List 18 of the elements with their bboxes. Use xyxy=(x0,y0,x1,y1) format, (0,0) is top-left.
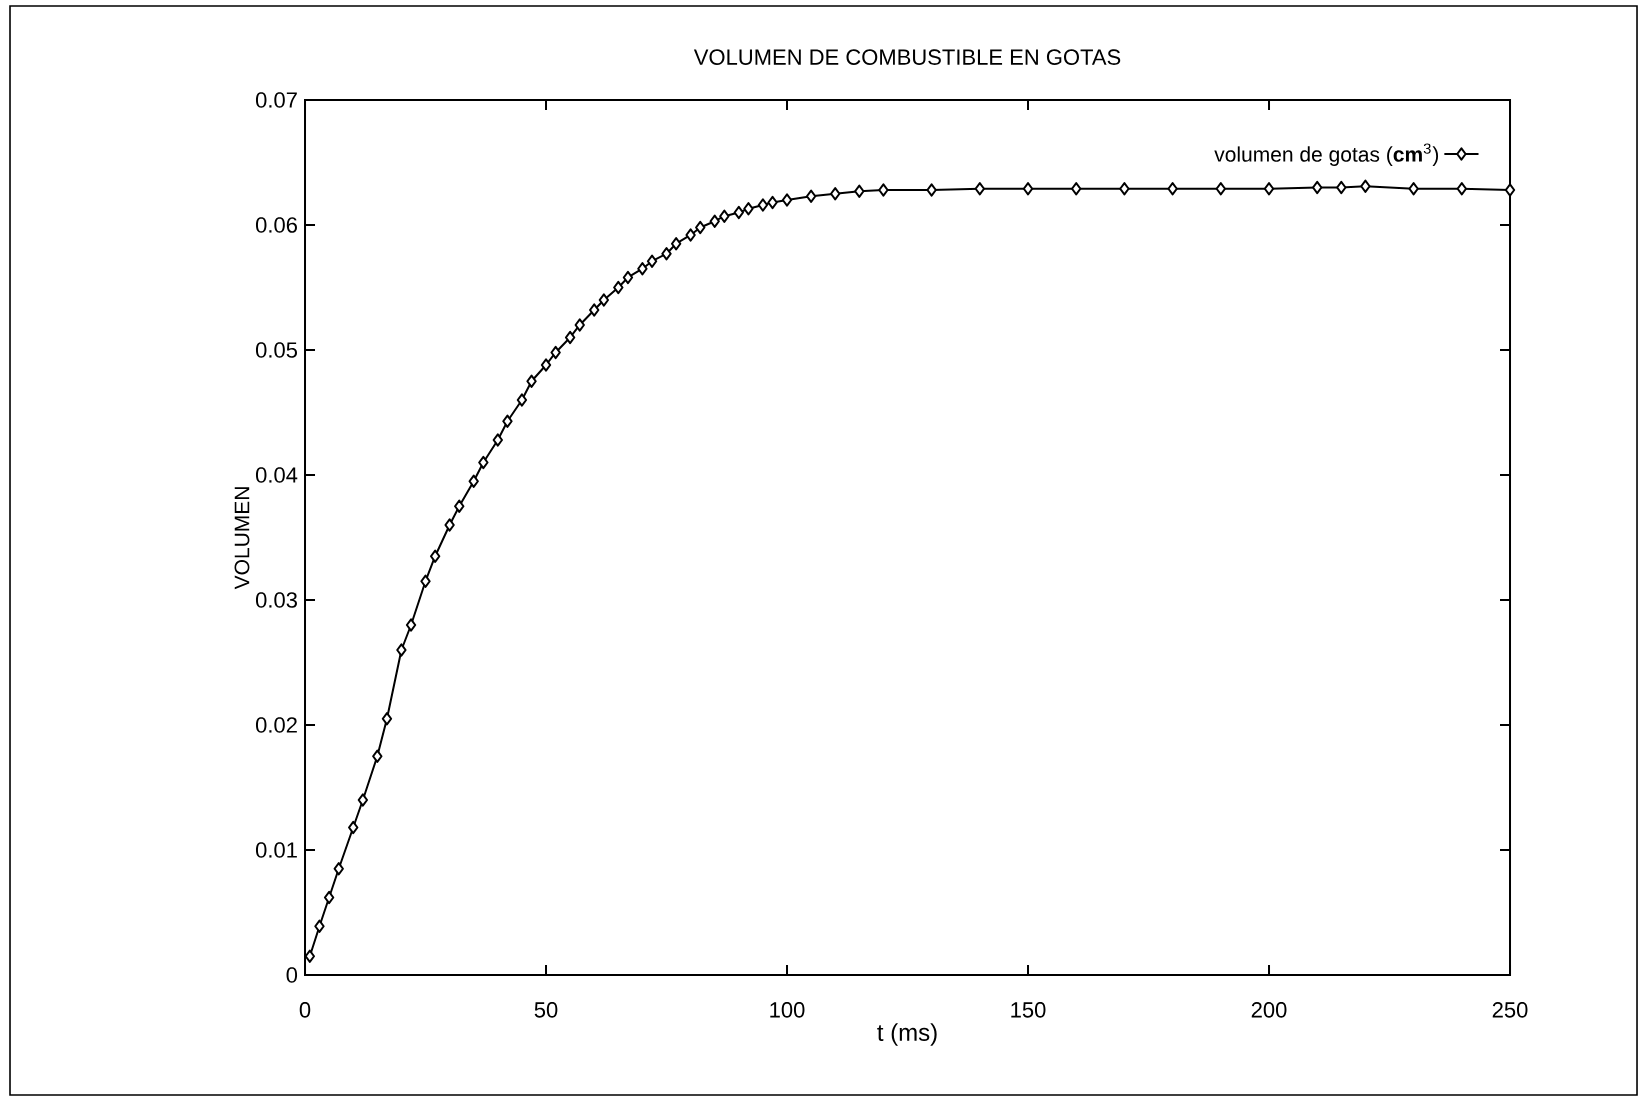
y-tick-label: 0.05 xyxy=(255,342,297,358)
y-tick-label: 0.01 xyxy=(255,842,297,858)
x-axis-title: t (ms) xyxy=(877,1023,937,1046)
x-tick-label: 150 xyxy=(1011,1002,1046,1018)
y-tick-label: 0 xyxy=(286,967,298,983)
y-tick-label: 0.03 xyxy=(255,592,297,608)
x-tick-label: 250 xyxy=(1492,1002,1528,1018)
x-tick-label: 50 xyxy=(534,1002,558,1018)
legend-label: volumen de gotas (cm$^{3}$) xyxy=(1214,143,1439,166)
y-tick-label: 0.04 xyxy=(255,467,298,483)
x-tick-label: 200 xyxy=(1251,1002,1287,1018)
x-tick-label: 100 xyxy=(770,1002,805,1018)
y-axis-title: VOLUMEN xyxy=(234,487,250,590)
chart-title: VOLUMEN DE COMBUSTIBLE EN GOTAS xyxy=(693,49,1121,65)
x-tick-label: 0 xyxy=(299,1002,311,1018)
y-tick-label: 0.06 xyxy=(255,217,297,233)
y-tick-label: 0.02 xyxy=(255,717,297,733)
y-tick-label: 0.07 xyxy=(255,92,297,108)
